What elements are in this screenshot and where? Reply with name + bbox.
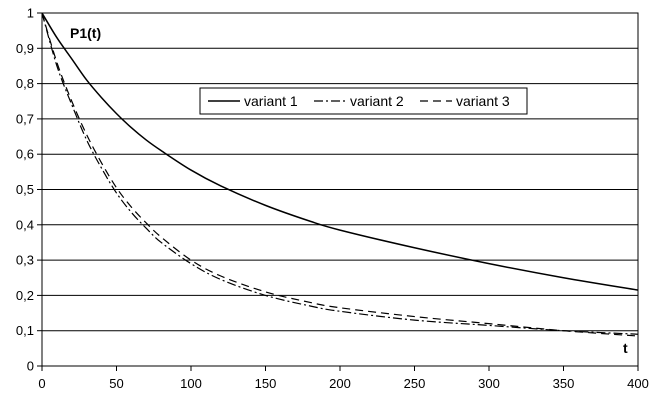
x-tick-label: 350 — [553, 376, 575, 391]
legend-box — [199, 87, 528, 115]
y-tick-label: 0,7 — [16, 111, 34, 126]
legend-label-1: variant 1 — [244, 93, 298, 109]
x-axis-label: t — [623, 340, 628, 356]
legend: variant 1 variant 2 variant 3 — [199, 87, 528, 115]
legend-label-2: variant 2 — [350, 93, 404, 109]
series-line-1 — [41, 12, 639, 291]
x-tick-label: 50 — [109, 376, 123, 391]
y-tick-label: 0,8 — [16, 76, 34, 91]
x-tick-label: 300 — [478, 376, 500, 391]
y-tick-label: 0,3 — [16, 253, 34, 268]
x-tick-label: 200 — [329, 376, 351, 391]
y-tick-label: 0,4 — [16, 217, 34, 232]
y-tick-label: 0,9 — [16, 41, 34, 56]
y-tick-label: 0,1 — [16, 323, 34, 338]
y-axis-ticks: 0 0,1 0,2 0,3 0,4 0,5 0,6 0,7 0,8 0,9 1 — [16, 6, 42, 374]
y-tick-label: 0,2 — [16, 288, 34, 303]
series-line-3 — [41, 12, 639, 337]
series-lines — [41, 12, 639, 337]
x-axis-ticks: 0 50 100 150 200 250 300 350 400 — [38, 366, 649, 391]
x-tick-label: 150 — [255, 376, 277, 391]
grid-lines — [42, 47, 638, 332]
x-tick-label: 0 — [38, 376, 45, 391]
y-tick-label: 1 — [27, 6, 34, 21]
y-tick-label: 0,6 — [16, 147, 34, 162]
x-tick-label: 400 — [627, 376, 649, 391]
legend-label-3: variant 3 — [456, 93, 510, 109]
y-axis-label: P1(t) — [70, 25, 101, 41]
x-tick-label: 250 — [404, 376, 426, 391]
y-tick-label: 0,5 — [16, 182, 34, 197]
x-tick-label: 100 — [180, 376, 202, 391]
y-tick-label: 0 — [27, 359, 34, 374]
series-line-2 — [41, 12, 639, 335]
